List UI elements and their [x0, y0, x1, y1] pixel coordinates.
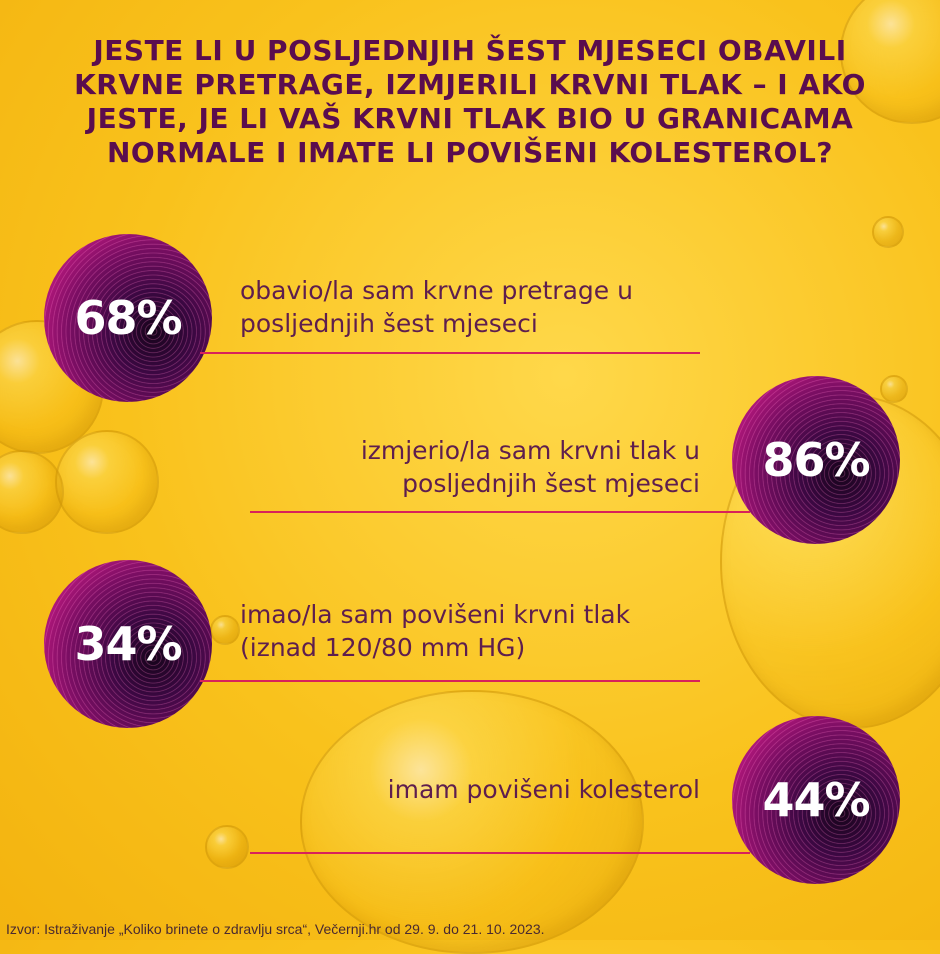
background-bubble — [300, 690, 644, 954]
stat-divider-1 — [200, 352, 700, 354]
stat-label-3-line1: imao/la sam povišeni krvni tlak — [240, 600, 631, 629]
stat-label-2-line2: posljednjih šest mjeseci — [402, 469, 700, 498]
stat-label-1: obavio/la sam krvne pretrage u posljednj… — [240, 274, 633, 340]
page-title: Jeste li u posljednjih šest mjeseci obav… — [74, 34, 866, 169]
stat-disc-2: 86% — [732, 376, 900, 544]
stat-label-1-line1: obavio/la sam krvne pretrage u — [240, 276, 633, 305]
source-note: Izvor: Istraživanje „Koliko brinete o zd… — [6, 921, 545, 937]
stat-value-4: 44% — [762, 773, 870, 827]
background-bubble — [872, 216, 904, 248]
background-bubble — [210, 615, 240, 645]
stat-disc-4: 44% — [732, 716, 900, 884]
stat-divider-4 — [250, 852, 750, 854]
background-bubble — [0, 450, 64, 534]
stat-value-2: 86% — [762, 433, 870, 487]
stat-label-1-line2: posljednjih šest mjeseci — [240, 309, 538, 338]
stat-divider-3 — [200, 680, 700, 682]
stat-label-4: imam povišeni kolesterol — [250, 773, 700, 806]
stat-divider-2 — [250, 511, 750, 513]
stat-label-2: izmjerio/la sam krvni tlak u posljednjih… — [250, 434, 700, 500]
background-bubble — [205, 825, 249, 869]
stat-disc-3: 34% — [44, 560, 212, 728]
stat-value-1: 68% — [74, 291, 182, 345]
stat-label-4-line1: imam povišeni kolesterol — [387, 775, 700, 804]
background-bubble — [55, 430, 159, 534]
stat-label-3-line2: (iznad 120/80 mm HG) — [240, 633, 526, 662]
stat-label-2-line1: izmjerio/la sam krvni tlak u — [360, 436, 700, 465]
stat-value-3: 34% — [74, 617, 182, 671]
stat-disc-1: 68% — [44, 234, 212, 402]
stat-label-3: imao/la sam povišeni krvni tlak (iznad 1… — [240, 598, 630, 664]
background-bubble — [880, 375, 908, 403]
